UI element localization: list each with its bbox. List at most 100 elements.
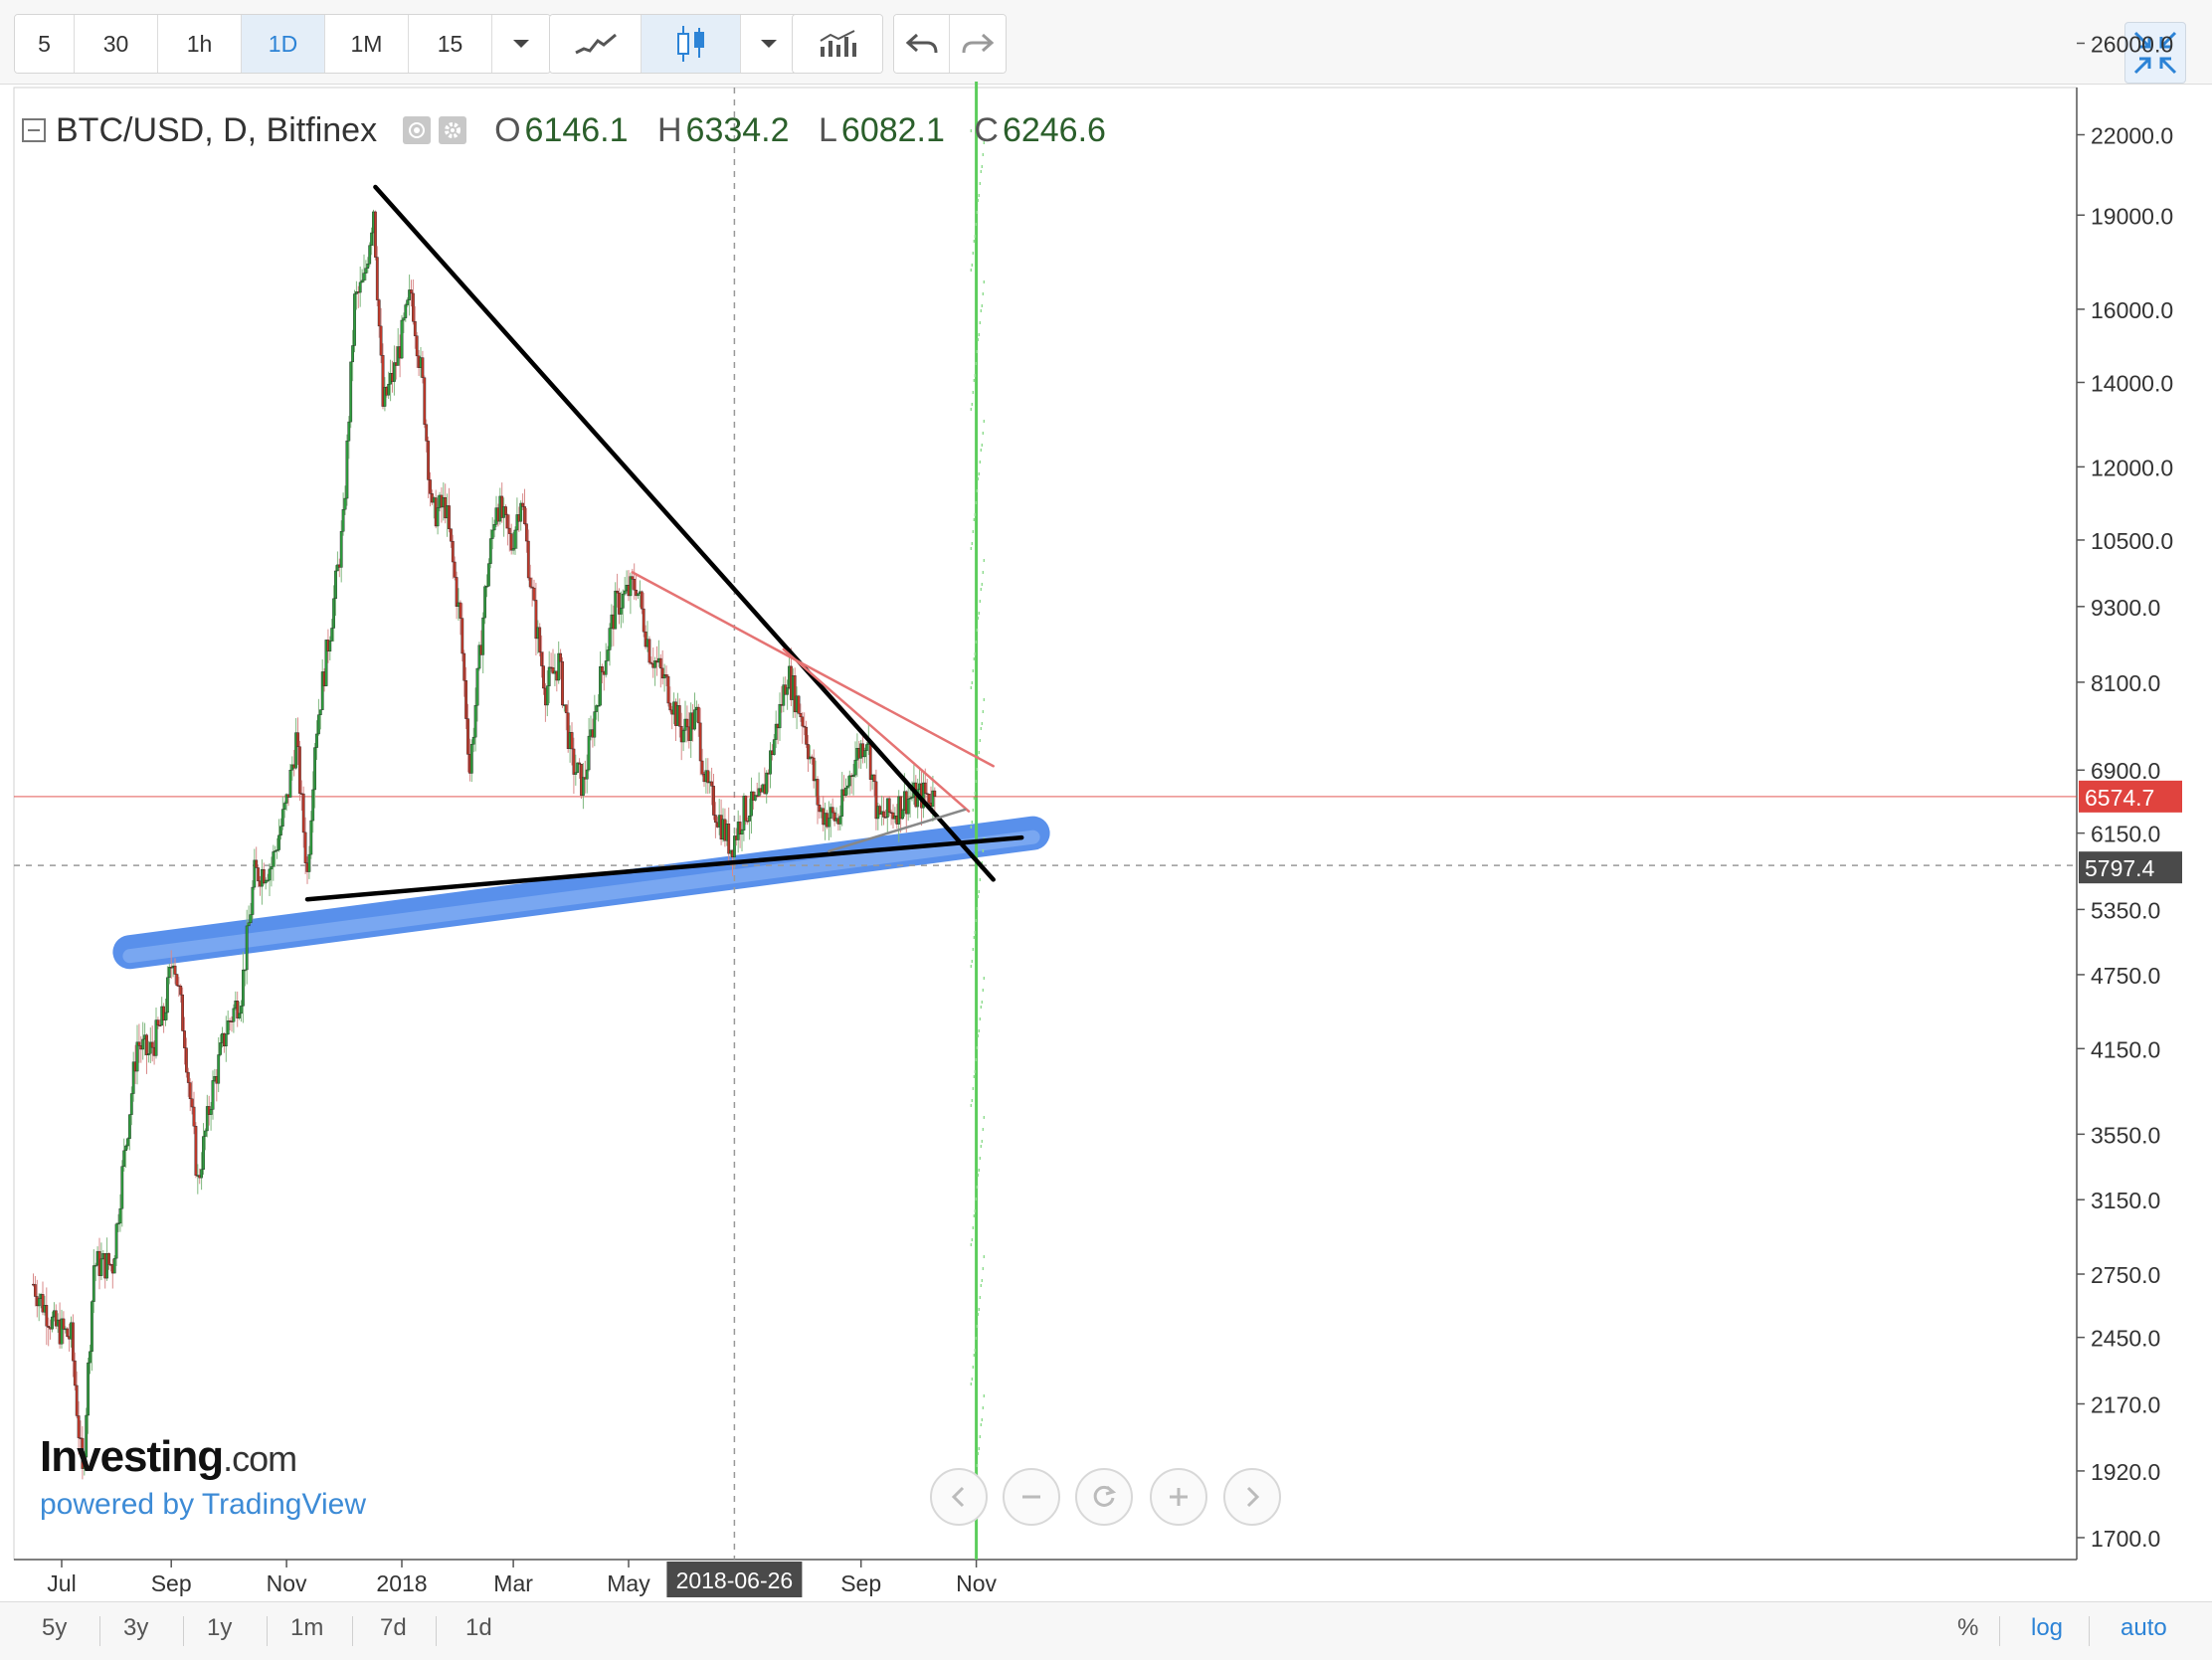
range-1m-button[interactable]: 1m bbox=[290, 1614, 324, 1641]
range-5y-button[interactable]: 5y bbox=[42, 1614, 68, 1641]
zoom-in-button[interactable] bbox=[1150, 1468, 1207, 1526]
marker-dot bbox=[977, 617, 980, 620]
candle bbox=[226, 1020, 230, 1035]
scroll-left-button[interactable] bbox=[930, 1468, 988, 1526]
chart-type-dropdown-button[interactable] bbox=[741, 15, 797, 73]
candle bbox=[519, 502, 523, 522]
price-tick-label: 1700.0 bbox=[2091, 1526, 2160, 1552]
candle bbox=[664, 673, 668, 677]
marker-dot bbox=[976, 211, 979, 214]
candle bbox=[765, 772, 769, 795]
price-tick-label: 1920.0 bbox=[2091, 1459, 2160, 1485]
candle bbox=[184, 1047, 188, 1073]
candle bbox=[238, 1013, 241, 1018]
candle bbox=[318, 709, 322, 715]
fullscreen-button[interactable] bbox=[2124, 22, 2186, 84]
history-group bbox=[893, 14, 1007, 74]
candle bbox=[120, 1166, 124, 1209]
marker-dot bbox=[976, 1325, 979, 1328]
candle bbox=[933, 790, 937, 798]
candle bbox=[874, 781, 878, 820]
candle bbox=[774, 723, 778, 740]
price-tick-label: 16000.0 bbox=[2091, 297, 2173, 323]
candle bbox=[247, 922, 251, 927]
auto-toggle[interactable]: auto bbox=[2120, 1614, 2167, 1641]
marker-dot bbox=[980, 449, 983, 452]
price-chart[interactable]: 26000.0 22000.0 19000.0 16000.0 14000.0 12000… bbox=[0, 0, 2212, 1601]
line-chart-icon bbox=[574, 33, 617, 55]
candle bbox=[604, 660, 608, 675]
marker-dot bbox=[977, 895, 980, 898]
interval-1m-button[interactable]: 1M bbox=[325, 15, 409, 73]
interval-dropdown-button[interactable] bbox=[492, 15, 550, 73]
price-tick-label: 6900.0 bbox=[2091, 758, 2160, 784]
candle bbox=[141, 1038, 145, 1050]
reset-button[interactable] bbox=[1075, 1468, 1133, 1526]
marker-dot bbox=[973, 1354, 976, 1357]
redo-button[interactable] bbox=[950, 15, 1006, 73]
percent-toggle[interactable]: % bbox=[1957, 1614, 1979, 1641]
marker-dot bbox=[977, 477, 980, 480]
candle bbox=[601, 666, 604, 672]
marker-dot bbox=[974, 931, 977, 934]
candle bbox=[81, 1437, 85, 1469]
time-tick-label: Sep bbox=[151, 1570, 192, 1596]
candle bbox=[34, 1284, 37, 1297]
scroll-right-button[interactable] bbox=[1223, 1468, 1281, 1526]
range-7d-button[interactable]: 7d bbox=[380, 1614, 407, 1641]
candle bbox=[450, 528, 453, 542]
candle bbox=[274, 850, 277, 852]
gear-icon[interactable] bbox=[439, 116, 467, 144]
marker-dot bbox=[976, 350, 979, 353]
candlestick-button[interactable] bbox=[642, 15, 741, 73]
candle bbox=[219, 1042, 222, 1055]
candle bbox=[576, 762, 580, 773]
range-1y-button[interactable]: 1y bbox=[207, 1614, 233, 1641]
candle bbox=[154, 1019, 158, 1056]
undo-icon bbox=[905, 33, 937, 54]
refresh-icon bbox=[1093, 1485, 1117, 1507]
candle bbox=[681, 730, 685, 743]
candle bbox=[530, 586, 534, 589]
candle bbox=[122, 1150, 126, 1167]
marker-dot bbox=[981, 1001, 984, 1004]
marker-dot bbox=[980, 1284, 983, 1287]
candle bbox=[366, 264, 370, 269]
range-3y-button[interactable]: 3y bbox=[123, 1614, 149, 1641]
interval-15-button[interactable]: 15 bbox=[409, 15, 492, 73]
marker-dot bbox=[978, 1169, 981, 1172]
candle bbox=[188, 1082, 192, 1100]
interval-5-button[interactable]: 5 bbox=[15, 15, 75, 73]
collapse-legend-button[interactable] bbox=[22, 118, 46, 142]
candle bbox=[477, 645, 481, 669]
candle bbox=[471, 736, 475, 745]
undo-button[interactable] bbox=[894, 15, 950, 73]
candle bbox=[347, 421, 351, 442]
crosshair-date-label: 2018-06-26 bbox=[676, 1568, 794, 1593]
visibility-icon[interactable] bbox=[403, 116, 432, 144]
candle bbox=[131, 1061, 135, 1094]
interval-30-button[interactable]: 30 bbox=[75, 15, 158, 73]
price-tick-label: 14000.0 bbox=[2091, 370, 2173, 396]
candle bbox=[515, 514, 519, 531]
candle bbox=[844, 787, 847, 796]
candle bbox=[288, 769, 292, 798]
zoom-out-button[interactable] bbox=[1003, 1468, 1060, 1526]
range-1d-button[interactable]: 1d bbox=[465, 1614, 492, 1641]
candle bbox=[423, 377, 427, 425]
indicators-button[interactable] bbox=[793, 15, 882, 73]
candle bbox=[801, 716, 805, 727]
line-chart-button[interactable] bbox=[550, 15, 642, 73]
powered-by-link[interactable]: powered by TradingView bbox=[40, 1488, 366, 1521]
interval-1h-button[interactable]: 1h bbox=[158, 15, 242, 73]
candle bbox=[245, 925, 249, 971]
candle bbox=[270, 866, 274, 870]
candle bbox=[413, 321, 417, 336]
price-tick-label: 22000.0 bbox=[2091, 122, 2173, 148]
candle bbox=[698, 722, 702, 762]
log-toggle[interactable]: log bbox=[2031, 1614, 2064, 1641]
candle bbox=[649, 661, 653, 664]
interval-1d-button[interactable]: 1D bbox=[242, 15, 325, 73]
candle bbox=[733, 835, 736, 857]
marker-dot bbox=[970, 1104, 973, 1107]
